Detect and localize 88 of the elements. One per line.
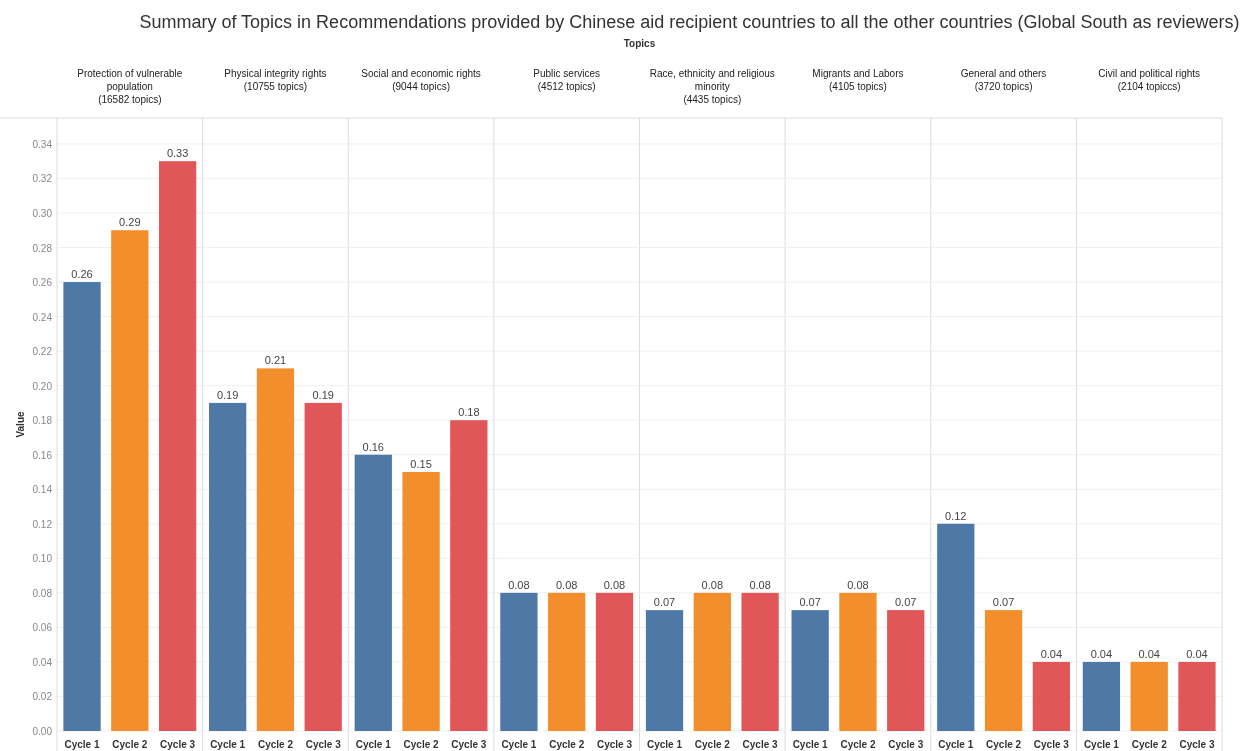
data-label: 0.07 — [799, 596, 821, 609]
x-tick-label: Cycle 3 — [305, 739, 342, 750]
y-tick-label: 0.14 — [32, 484, 53, 496]
x-tick-label: Cycle 3 — [451, 739, 487, 750]
x-tick-label: Cycle 3 — [742, 739, 779, 750]
bar — [111, 230, 149, 731]
y-tick-label: 0.02 — [32, 691, 53, 703]
data-label: 0.04 — [1186, 647, 1208, 660]
data-label: 0.21 — [264, 354, 287, 367]
data-label: 0.15 — [410, 457, 432, 470]
x-tick-label: Cycle 3 — [888, 739, 924, 750]
x-tick-label: Cycle 3 — [1033, 739, 1070, 750]
x-tick-label: Cycle 2 — [112, 739, 148, 750]
chart-title: Migrants and Labors — [812, 68, 904, 79]
x-tick-label: Cycle 1 — [64, 739, 100, 750]
x-tick-label: Cycle 2 — [549, 739, 585, 750]
y-tick-label: 0.22 — [32, 346, 53, 358]
chart-subtitle: (10755 topics) — [243, 81, 308, 92]
chart-title: Physical integrity rights — [224, 68, 327, 79]
data-label: 0.33 — [166, 147, 189, 160]
y-tick-label: 0.32 — [32, 173, 53, 185]
chart-title: General and others — [960, 68, 1047, 79]
x-tick-label: Cycle 1 — [792, 739, 829, 750]
y-tick-label: 0.08 — [32, 587, 53, 599]
y-tick-label: 0.26 — [32, 277, 53, 289]
x-tick-label: Cycle 3 — [1179, 739, 1215, 750]
chart-subtitle: (4512 topics) — [537, 81, 596, 92]
y-tick-label: 0.24 — [32, 311, 53, 323]
y-axis-title: Value — [15, 411, 26, 438]
data-label: 0.08 — [603, 578, 626, 591]
x-tick-label: Cycle 1 — [210, 739, 246, 750]
data-label: 0.08 — [508, 578, 530, 591]
y-tick-label: 0.28 — [32, 242, 53, 254]
chart-title: Race, ethnicity and religious minority — [649, 68, 775, 92]
x-tick-label: Cycle 2 — [840, 739, 876, 750]
x-tick-label: Cycle 3 — [596, 739, 633, 750]
data-label: 0.12 — [945, 509, 967, 522]
x-tick-label: Cycle 1 — [647, 739, 683, 750]
text: Topics — [623, 38, 656, 49]
data-label: 0.07 — [895, 596, 917, 609]
x-tick-label: Cycle 2 — [1131, 739, 1168, 750]
data-label: 0.08 — [749, 578, 771, 591]
data-label: 0.26 — [71, 268, 93, 281]
y-tick-label: 0.30 — [32, 207, 53, 219]
data-label: 0.07 — [992, 596, 1015, 609]
x-tick-label: Cycle 1 — [1083, 739, 1120, 750]
y-tick-label: 0.04 — [32, 656, 53, 668]
x-tick-label: Cycle 2 — [403, 739, 440, 750]
text: Summary of Topics in Recommendations provided by Chinese aid recipient countries to all the other countries (Global South as reviewers) — [139, 12, 1240, 32]
chart-subtitle: (3720 topics) — [974, 81, 1033, 92]
data-label: 0.04 — [1040, 647, 1063, 660]
chart-subtitle: (2104 topiccs) — [1117, 81, 1181, 92]
data-label: 0.07 — [653, 596, 676, 609]
y-tick-label: 0.06 — [32, 622, 53, 634]
data-label: 0.19 — [312, 388, 334, 401]
data-label: 0.19 — [216, 388, 239, 401]
y-tick-label: 0.12 — [32, 518, 53, 530]
x-tick-label: Cycle 2 — [257, 739, 294, 750]
chart-subtitle: (4435 topics) — [683, 94, 742, 105]
data-label: 0.29 — [119, 216, 141, 229]
bar — [63, 282, 101, 731]
x-tick-label: Cycle 1 — [938, 739, 974, 750]
y-tick-label: 0.16 — [32, 449, 53, 461]
chart-subtitle: (16582 topics) — [98, 94, 162, 105]
data-label: 0.08 — [701, 578, 724, 591]
y-tick-label: 0.34 — [32, 138, 53, 150]
y-tick-label: 0.00 — [32, 726, 53, 737]
y-tick-label: 0.18 — [32, 415, 53, 427]
chart-subtitle: (4105 topics) — [829, 81, 887, 92]
bar — [158, 161, 197, 731]
chart-title: Civil and political rights — [1098, 68, 1201, 79]
x-tick-label: Cycle 2 — [986, 739, 1022, 750]
data-label: 0.18 — [458, 406, 480, 419]
x-tick-label: Cycle 2 — [694, 739, 731, 750]
y-tick-label: 0.10 — [32, 553, 53, 565]
data-label: 0.08 — [847, 578, 869, 591]
chart-title: Public services — [533, 68, 601, 79]
data-label: 0.04 — [1090, 647, 1113, 660]
data-label: 0.04 — [1138, 647, 1160, 660]
x-tick-label: Cycle 1 — [501, 739, 537, 750]
chart-subtitle: (9044 topics) — [392, 81, 450, 92]
x-tick-label: Cycle 3 — [160, 739, 196, 750]
y-tick-label: 0.20 — [32, 380, 53, 392]
data-label: 0.08 — [555, 578, 578, 591]
chart-title: Social and economic rights — [361, 68, 481, 79]
data-label: 0.16 — [362, 440, 384, 453]
chart-title: Protection of vulnerable population — [77, 68, 183, 92]
x-tick-label: Cycle 1 — [355, 739, 392, 750]
